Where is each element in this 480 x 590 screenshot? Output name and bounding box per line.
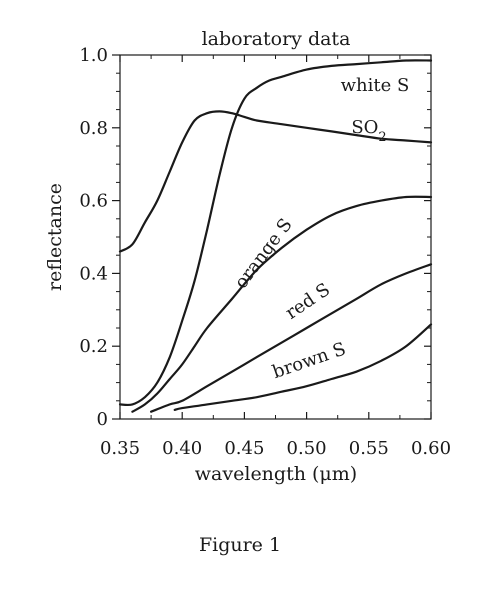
x-tick-label: 0.60 bbox=[411, 438, 451, 459]
y-tick-label: 0 bbox=[97, 409, 108, 430]
figure-caption: Figure 1 bbox=[199, 534, 281, 556]
series-layer bbox=[118, 59, 433, 413]
x-tick-label: 0.45 bbox=[224, 438, 264, 459]
y-tick-label: 0.2 bbox=[79, 336, 108, 357]
series-line-so2 bbox=[118, 110, 433, 253]
series-line-red-s bbox=[150, 263, 433, 413]
series-label-white-s: white S bbox=[341, 75, 410, 96]
x-tick-label: 0.50 bbox=[287, 438, 327, 459]
x-tick-label: 0.55 bbox=[349, 438, 389, 459]
y-tick-label: 0.8 bbox=[79, 118, 108, 139]
series-line-orange-s bbox=[131, 195, 433, 413]
x-tick-label: 0.35 bbox=[100, 438, 140, 459]
chart-title: laboratory data bbox=[202, 28, 351, 50]
plot-frame: 0.35 0.40 0.45 0.50 0.55 0.60 0 0.2 0.4 0.6 0.8 1.0 bbox=[79, 45, 451, 459]
series-label-orange-s: orange S bbox=[231, 215, 297, 293]
series-line-white-s bbox=[118, 59, 433, 407]
y-tick-label: 1.0 bbox=[79, 45, 108, 66]
y-tick-label: 0.4 bbox=[79, 263, 108, 284]
y-tick-label: 0.6 bbox=[79, 191, 108, 212]
x-tick-label: 0.40 bbox=[162, 438, 202, 459]
series-label-so2: SO2 bbox=[351, 117, 386, 145]
series-line-brown-s bbox=[173, 323, 433, 411]
y-axis-label: reflectance bbox=[44, 183, 66, 291]
x-axis-label: wavelength (μm) bbox=[195, 463, 357, 485]
